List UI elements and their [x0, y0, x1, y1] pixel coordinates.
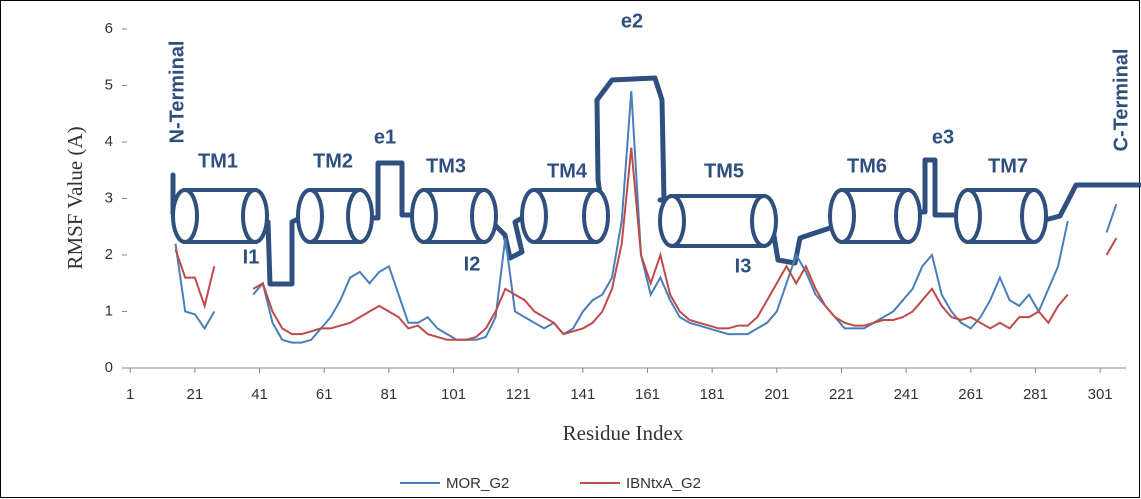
x-tick-label: 181 [700, 386, 725, 403]
helix-tm5 [658, 194, 778, 248]
y-tick-label: 1 [105, 302, 113, 319]
annotation: TM4 [547, 160, 588, 182]
series-line [174, 91, 1118, 344]
annotation: e1 [374, 126, 396, 148]
x-tick-label: 1 [126, 386, 134, 403]
topology-diagram [170, 75, 1141, 287]
helix-tm3 [410, 188, 498, 244]
helix-tm6 [828, 188, 922, 244]
x-tick-label: 221 [829, 386, 854, 403]
annotation: TM1 [198, 150, 238, 172]
helix-tm2 [296, 188, 374, 244]
helix-tm4 [520, 188, 610, 244]
legend-label: MOR_G2 [446, 475, 509, 492]
y-tick-label: 0 [105, 359, 113, 376]
y-tick-label: 4 [105, 133, 113, 150]
x-axis-title: Residue Index [563, 421, 684, 445]
annotation: I1 [243, 246, 260, 268]
x-tick-label: 21 [187, 386, 204, 403]
annotation: TM5 [704, 160, 744, 182]
x-tick-label: 101 [441, 386, 466, 403]
y-tick-label: 2 [105, 246, 113, 263]
annotation: I2 [464, 253, 481, 275]
x-tick-label: 161 [635, 386, 660, 403]
annotation: I3 [735, 255, 752, 277]
y-tick-label: 3 [105, 189, 113, 206]
annotation: C-Terminal [1110, 49, 1132, 152]
annotation: TM7 [988, 155, 1028, 177]
y-tick-label: 6 [105, 20, 113, 37]
annotation: TM6 [847, 155, 887, 177]
y-axis-title: RMSF Value (A) [63, 126, 87, 269]
helix-tm1 [171, 188, 269, 244]
legend-label: IBNtxA_G2 [626, 475, 701, 492]
y-tick-label: 5 [105, 76, 113, 93]
annotation: TM3 [426, 155, 466, 177]
x-tick-label: 141 [570, 386, 595, 403]
x-tick-label: 201 [764, 386, 789, 403]
annotation: e2 [621, 10, 643, 32]
x-tick-label: 61 [316, 386, 333, 403]
x-tick-label: 261 [958, 386, 983, 403]
x-tick-label: 41 [251, 386, 268, 403]
x-tick-label: 121 [506, 386, 531, 403]
x-tick-label: 241 [894, 386, 919, 403]
annotation: e3 [932, 126, 954, 148]
helix-tm7 [954, 188, 1048, 244]
x-tick-label: 81 [381, 386, 398, 403]
series-line [174, 147, 1118, 341]
annotation: N-Terminal [166, 41, 188, 144]
x-tick-label: 281 [1023, 386, 1048, 403]
annotation: TM2 [313, 150, 353, 172]
x-tick-label: 301 [1088, 386, 1113, 403]
